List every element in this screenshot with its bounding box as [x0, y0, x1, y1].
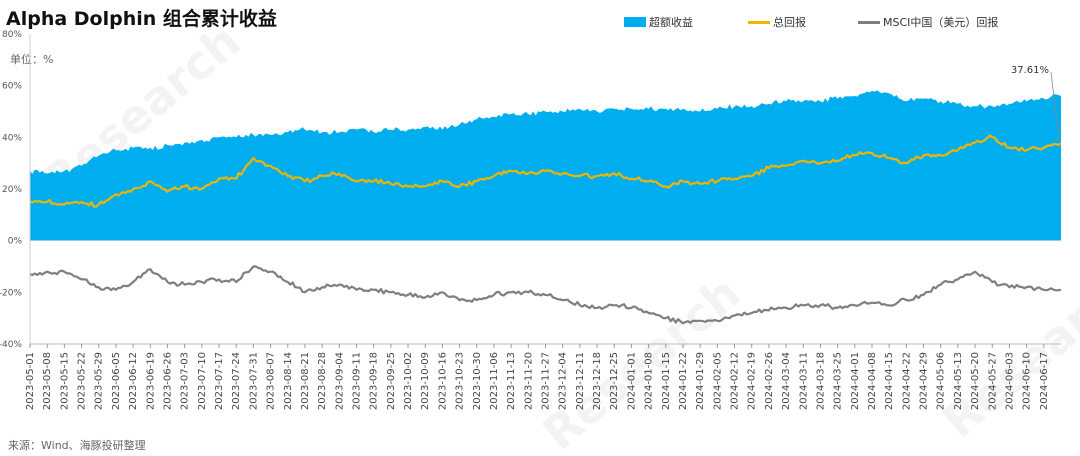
x-tick-label: 2024-05-06	[936, 352, 947, 410]
x-tick-label: 2023-06-12	[128, 352, 139, 410]
series-line-msci-china-return	[29, 265, 1062, 325]
x-tick-label: 2024-01-08	[644, 352, 655, 410]
source-note: 来源：Wind、海豚投研整理	[8, 439, 146, 452]
y-tick-label: 40%	[2, 133, 22, 143]
legend-swatch-excess	[624, 17, 646, 27]
x-tick-label: 2024-01-29	[695, 352, 706, 410]
x-tick-label: 2023-08-28	[317, 352, 328, 410]
x-tick-label: 2024-04-15	[884, 352, 895, 410]
x-tick-label: 2023-12-18	[592, 352, 603, 410]
x-tick-label: 2024-04-01	[850, 352, 861, 410]
x-tick-label: 2024-01-22	[678, 352, 689, 410]
x-tick-label: 2024-05-27	[987, 352, 998, 410]
x-tick-label: 2023-10-30	[472, 352, 483, 410]
x-tick-label: 2023-08-14	[283, 352, 294, 410]
x-tick-label: 2023-05-22	[77, 352, 88, 410]
legend-item-msci: MSCI中国（美元）回报	[858, 14, 998, 30]
x-tick-label: 2023-10-16	[437, 352, 448, 410]
plot-area	[29, 90, 1062, 325]
series-area-excess-return	[30, 90, 1061, 241]
legend-swatch-total	[748, 20, 770, 24]
x-tick-label: 2024-05-20	[970, 352, 981, 410]
annotation-leader-line	[1050, 71, 1060, 142]
series-line-total-return	[29, 134, 1062, 208]
x-tick-label: 2023-07-03	[180, 352, 191, 410]
x-tick-label: 2023-08-07	[266, 352, 277, 410]
x-tick-label: 2024-02-26	[764, 352, 775, 410]
x-tick-label: 2023-05-01	[25, 352, 36, 410]
x-tick-label: 2023-05-15	[59, 352, 70, 410]
x-tick-label: 2023-07-31	[248, 352, 259, 410]
x-tick-label: 2024-02-19	[747, 352, 758, 410]
x-tick-label: 2023-08-21	[300, 352, 311, 410]
x-tick-label: 2023-05-08	[42, 352, 53, 410]
annotation-layer: 37.61%	[1011, 65, 1060, 142]
legend-item-excess: 超额收益	[624, 14, 693, 30]
chart-title: Alpha Dolphin 组合累计收益	[6, 8, 277, 30]
x-tick-label: 2023-11-06	[489, 352, 500, 410]
y-tick-label: 0%	[8, 237, 23, 247]
legend-label-excess: 超额收益	[649, 16, 693, 29]
x-tick-label: 2024-06-03	[1004, 352, 1015, 410]
y-axis: 80% 60% 40% 20% 0% -20% -40%	[0, 30, 31, 350]
y-tick-label: 20%	[2, 185, 22, 195]
x-tick-label: 2023-06-05	[111, 352, 122, 410]
x-tick-label: 2023-11-13	[506, 352, 517, 410]
x-tick-label: 2024-06-17	[1039, 352, 1050, 410]
x-tick-label: 2024-02-12	[730, 352, 741, 410]
x-tick-label: 2023-07-17	[214, 352, 225, 410]
x-tick-label: 2024-02-05	[712, 352, 723, 410]
x-tick-label: 2023-07-10	[197, 352, 208, 410]
x-tick-label: 2024-04-22	[901, 352, 912, 410]
x-tick-label: 2023-05-29	[94, 352, 105, 410]
legend-label-msci: MSCI中国（美元）回报	[883, 16, 999, 29]
y-tick-label: 60%	[2, 82, 22, 92]
x-tick-label: 2023-12-04	[558, 352, 569, 410]
x-tick-label: 2024-03-18	[815, 352, 826, 410]
x-tick-label: 2023-07-24	[231, 352, 242, 410]
x-tick-label: 2023-10-09	[420, 352, 431, 410]
x-tick-label: 2023-06-19	[145, 352, 156, 410]
x-tick-label: 2024-06-10	[1022, 352, 1033, 410]
y-tick-label: -20%	[0, 288, 22, 298]
x-tick-label: 2024-04-29	[919, 352, 930, 410]
x-tick-label: 2024-04-08	[867, 352, 878, 410]
y-tick-label: 80%	[2, 30, 22, 40]
x-tick-label: 2023-11-20	[523, 352, 534, 410]
x-tick-label: 2024-03-25	[833, 352, 844, 410]
annotation-label: 37.61%	[1011, 65, 1049, 76]
svg-text:Research: Research	[932, 253, 1080, 448]
x-tick-label: 2024-01-01	[626, 352, 637, 410]
x-tick-label: 2023-09-04	[334, 352, 345, 410]
x-tick-label: 2024-03-04	[781, 352, 792, 410]
x-tick-label: 2023-09-25	[386, 352, 397, 410]
legend-label-total: 总回报	[773, 16, 806, 29]
x-tick-label: 2023-06-26	[162, 352, 173, 410]
x-tick-label: 2023-10-02	[403, 352, 414, 410]
x-tick-label: 2024-01-15	[661, 352, 672, 410]
x-tick-label: 2023-10-23	[455, 352, 466, 410]
y-tick-label: -40%	[0, 340, 22, 350]
x-axis: 2023-05-01 2023-05-08 2023-05-15 2023-05-22…	[25, 343, 1061, 410]
x-tick-label: 2024-03-11	[798, 352, 809, 410]
unit-label: 单位：%	[10, 53, 54, 66]
x-tick-label: 2023-12-11	[575, 352, 586, 410]
x-tick-label: 2023-12-25	[609, 352, 620, 410]
x-tick-label: 2023-11-27	[541, 352, 552, 410]
x-tick-label: 2023-09-18	[369, 352, 380, 410]
x-tick-label: 2024-05-13	[953, 352, 964, 410]
x-tick-label: 2023-09-11	[351, 352, 362, 410]
legend-swatch-msci	[858, 20, 880, 24]
legend-item-total: 总回报	[748, 14, 806, 30]
